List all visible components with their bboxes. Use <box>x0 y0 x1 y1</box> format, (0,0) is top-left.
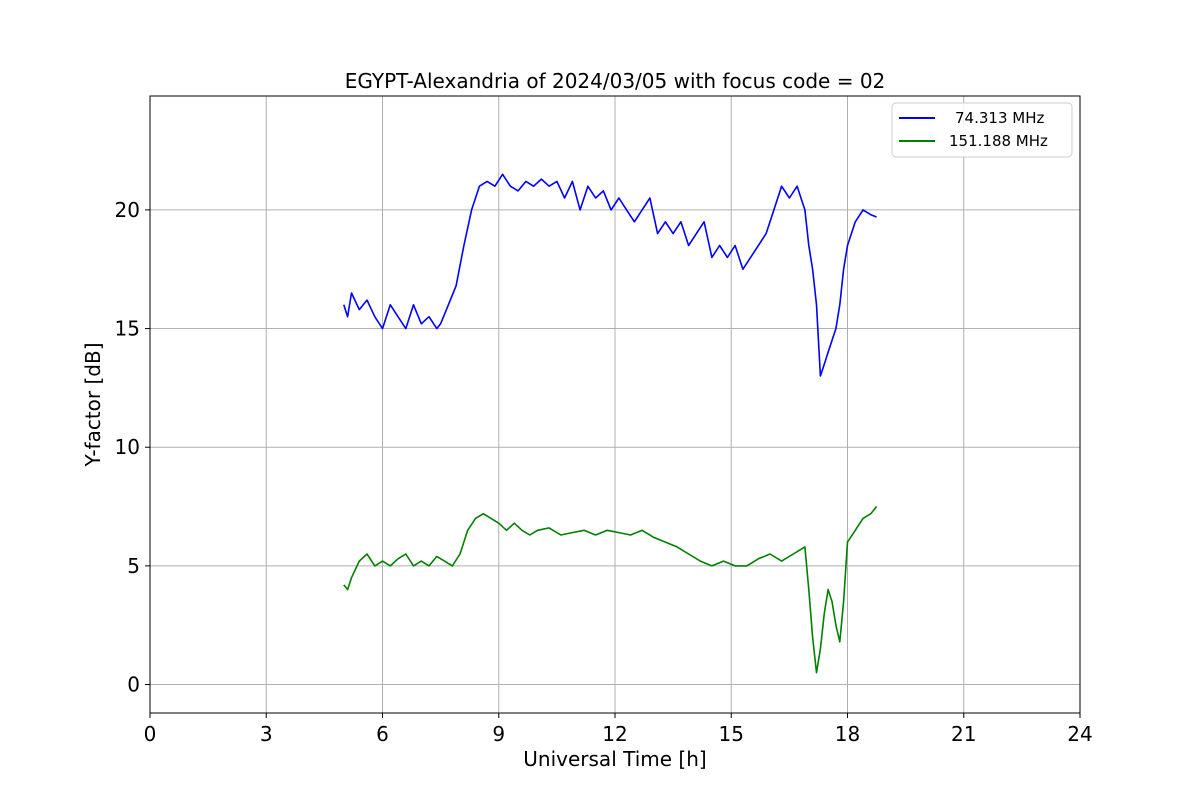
y-tick-label: 20 <box>115 198 140 222</box>
x-axis-ticks: 0 3 6 9 12 15 18 21 24 <box>144 713 1093 746</box>
legend-label-151-mhz: 151.188 MHz <box>949 132 1048 150</box>
x-tick-label: 24 <box>1067 722 1092 746</box>
x-tick-label: 6 <box>376 722 389 746</box>
x-tick-label: 15 <box>719 722 744 746</box>
y-tick-label: 5 <box>127 554 140 578</box>
x-tick-label: 12 <box>602 722 627 746</box>
chart-title: EGYPT-Alexandria of 2024/03/05 with focu… <box>345 69 886 93</box>
legend-box <box>891 102 1073 158</box>
x-tick-label: 18 <box>835 722 860 746</box>
y-tick-label: 15 <box>115 317 140 341</box>
y-tick-label: 10 <box>115 435 140 459</box>
series-line-1 <box>343 505 878 674</box>
x-tick-label: 21 <box>951 722 976 746</box>
x-tick-label: 3 <box>260 722 273 746</box>
x-tick-label: 0 <box>144 722 157 746</box>
y-tick-label: 0 <box>127 673 140 697</box>
legend-label-74-mhz: 74.313 MHz <box>955 109 1044 127</box>
legend: 74.313 MHz 151.188 MHz <box>891 102 1073 158</box>
series-line-0 <box>343 173 877 377</box>
x-tick-label: 9 <box>492 722 505 746</box>
series-layer <box>343 173 878 674</box>
y-axis-label: Y-factor [dB] <box>81 342 105 467</box>
y-axis-ticks: 0 5 10 15 20 <box>115 198 150 697</box>
x-axis-label: Universal Time [h] <box>523 747 706 771</box>
